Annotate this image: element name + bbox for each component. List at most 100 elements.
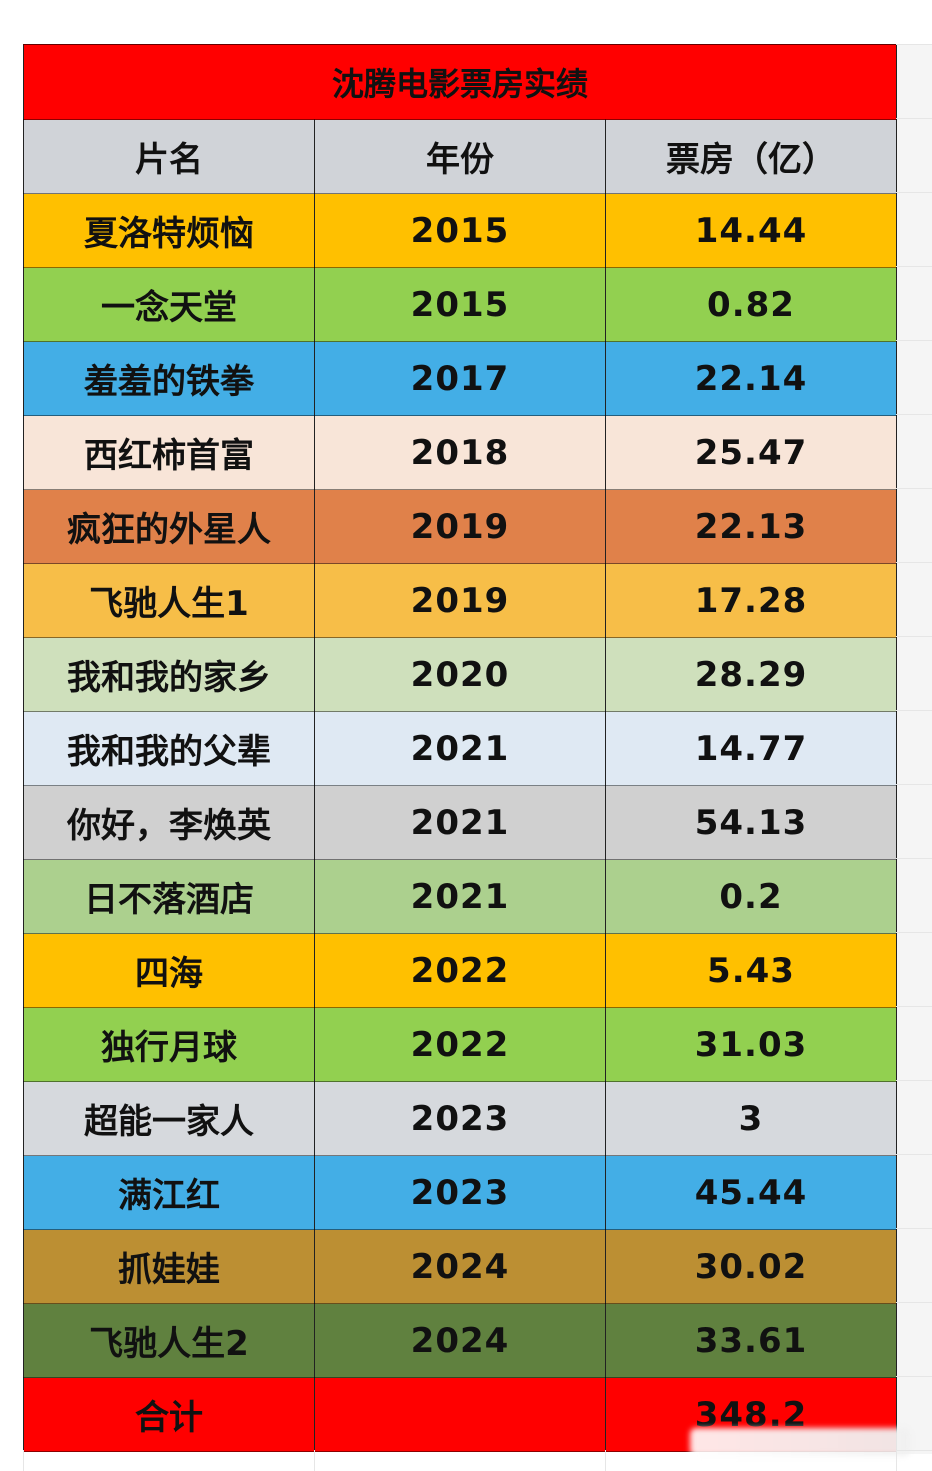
gridline (896, 1376, 932, 1377)
gridline (896, 636, 932, 637)
cell-year: 2023 (314, 1081, 606, 1156)
cell-box-office: 31.03 (605, 1007, 897, 1082)
box-office-table-container: 沈腾电影票房实绩 片名 年份 票房（亿） 夏洛特烦恼 2015 14.44 一念天堂 2… (23, 44, 897, 1452)
gridline (896, 784, 932, 785)
table-row: 羞羞的铁拳 2017 22.14 (23, 341, 897, 416)
gridline (896, 44, 932, 45)
header-row: 片名 年份 票房（亿） (23, 119, 897, 194)
gridline (605, 1450, 606, 1471)
table-row: 抓娃娃 2024 30.02 (23, 1229, 897, 1304)
header-year: 年份 (314, 119, 606, 194)
table-row: 满江红 2023 45.44 (23, 1155, 897, 1230)
cell-box-office: 25.47 (605, 415, 897, 490)
cell-box-office: 0.82 (605, 267, 897, 342)
cell-movie-name: 一念天堂 (23, 267, 315, 342)
title-row: 沈腾电影票房实绩 (23, 44, 897, 120)
total-year (314, 1377, 606, 1452)
table-row: 日不落酒店 2021 0.2 (23, 859, 897, 934)
cell-movie-name: 西红柿首富 (23, 415, 315, 490)
table-row: 四海 2022 5.43 (23, 933, 897, 1008)
box-office-table: 沈腾电影票房实绩 片名 年份 票房（亿） 夏洛特烦恼 2015 14.44 一念天堂 2… (23, 44, 897, 1452)
cell-movie-name: 你好，李焕英 (23, 785, 315, 860)
table-row: 飞驰人生2 2024 33.61 (23, 1303, 897, 1378)
cell-box-office: 0.2 (605, 859, 897, 934)
cell-year: 2024 (314, 1303, 606, 1378)
spreadsheet-background (896, 44, 932, 1454)
cell-box-office: 14.77 (605, 711, 897, 786)
cell-year: 2020 (314, 637, 606, 712)
cell-year: 2021 (314, 711, 606, 786)
gridline (896, 414, 932, 415)
cell-year: 2022 (314, 933, 606, 1008)
cell-year: 2015 (314, 267, 606, 342)
cell-box-office: 22.14 (605, 341, 897, 416)
cell-movie-name: 抓娃娃 (23, 1229, 315, 1304)
header-name: 片名 (23, 119, 315, 194)
cell-year: 2023 (314, 1155, 606, 1230)
cell-box-office: 30.02 (605, 1229, 897, 1304)
cell-box-office: 5.43 (605, 933, 897, 1008)
table-row: 疯狂的外星人 2019 22.13 (23, 489, 897, 564)
cell-movie-name: 我和我的家乡 (23, 637, 315, 712)
gridline (896, 1302, 932, 1303)
cell-year: 2021 (314, 785, 606, 860)
table-row: 西红柿首富 2018 25.47 (23, 415, 897, 490)
cell-year: 2024 (314, 1229, 606, 1304)
table-row: 夏洛特烦恼 2015 14.44 (23, 193, 897, 268)
cell-movie-name: 夏洛特烦恼 (23, 193, 315, 268)
cell-movie-name: 四海 (23, 933, 315, 1008)
gridline (896, 562, 932, 563)
cell-box-office: 33.61 (605, 1303, 897, 1378)
cell-movie-name: 飞驰人生1 (23, 563, 315, 638)
total-row: 合计 348.2 (23, 1377, 897, 1452)
cell-box-office: 54.13 (605, 785, 897, 860)
gridline (896, 1006, 932, 1007)
header-box-office: 票房（亿） (605, 119, 897, 194)
table-row: 你好，李焕英 2021 54.13 (23, 785, 897, 860)
gridline (896, 1450, 897, 1471)
cell-year: 2022 (314, 1007, 606, 1082)
cell-year: 2018 (314, 415, 606, 490)
gridline (23, 1450, 24, 1471)
gridline (896, 266, 932, 267)
table-row: 独行月球 2022 31.03 (23, 1007, 897, 1082)
gridline (896, 1154, 932, 1155)
cell-year: 2021 (314, 859, 606, 934)
gridline (896, 858, 932, 859)
cell-box-office: 17.28 (605, 563, 897, 638)
cell-year: 2015 (314, 193, 606, 268)
cell-box-office: 28.29 (605, 637, 897, 712)
table-row: 一念天堂 2015 0.82 (23, 267, 897, 342)
table-row: 我和我的父辈 2021 14.77 (23, 711, 897, 786)
gridline (314, 1450, 315, 1471)
gridline (896, 710, 932, 711)
cell-movie-name: 日不落酒店 (23, 859, 315, 934)
cell-movie-name: 飞驰人生2 (23, 1303, 315, 1378)
cell-movie-name: 超能一家人 (23, 1081, 315, 1156)
total-label: 合计 (23, 1377, 315, 1452)
gridline (896, 1450, 932, 1451)
cell-movie-name: 我和我的父辈 (23, 711, 315, 786)
table-title: 沈腾电影票房实绩 (23, 44, 897, 120)
cell-box-office: 3 (605, 1081, 897, 1156)
gridline (896, 340, 932, 341)
cell-movie-name: 满江红 (23, 1155, 315, 1230)
gridline (896, 1080, 932, 1081)
gridline (896, 1228, 932, 1229)
cell-box-office: 14.44 (605, 193, 897, 268)
gridline (896, 118, 932, 119)
cell-movie-name: 羞羞的铁拳 (23, 341, 315, 416)
table-row: 我和我的家乡 2020 28.29 (23, 637, 897, 712)
cell-box-office: 22.13 (605, 489, 897, 564)
cell-year: 2019 (314, 489, 606, 564)
table-row: 超能一家人 2023 3 (23, 1081, 897, 1156)
cell-movie-name: 独行月球 (23, 1007, 315, 1082)
gridline (896, 192, 932, 193)
cell-year: 2019 (314, 563, 606, 638)
cell-year: 2017 (314, 341, 606, 416)
cell-box-office: 45.44 (605, 1155, 897, 1230)
table-row: 飞驰人生1 2019 17.28 (23, 563, 897, 638)
cell-movie-name: 疯狂的外星人 (23, 489, 315, 564)
gridline (896, 488, 932, 489)
watermark-blur (690, 1428, 910, 1456)
